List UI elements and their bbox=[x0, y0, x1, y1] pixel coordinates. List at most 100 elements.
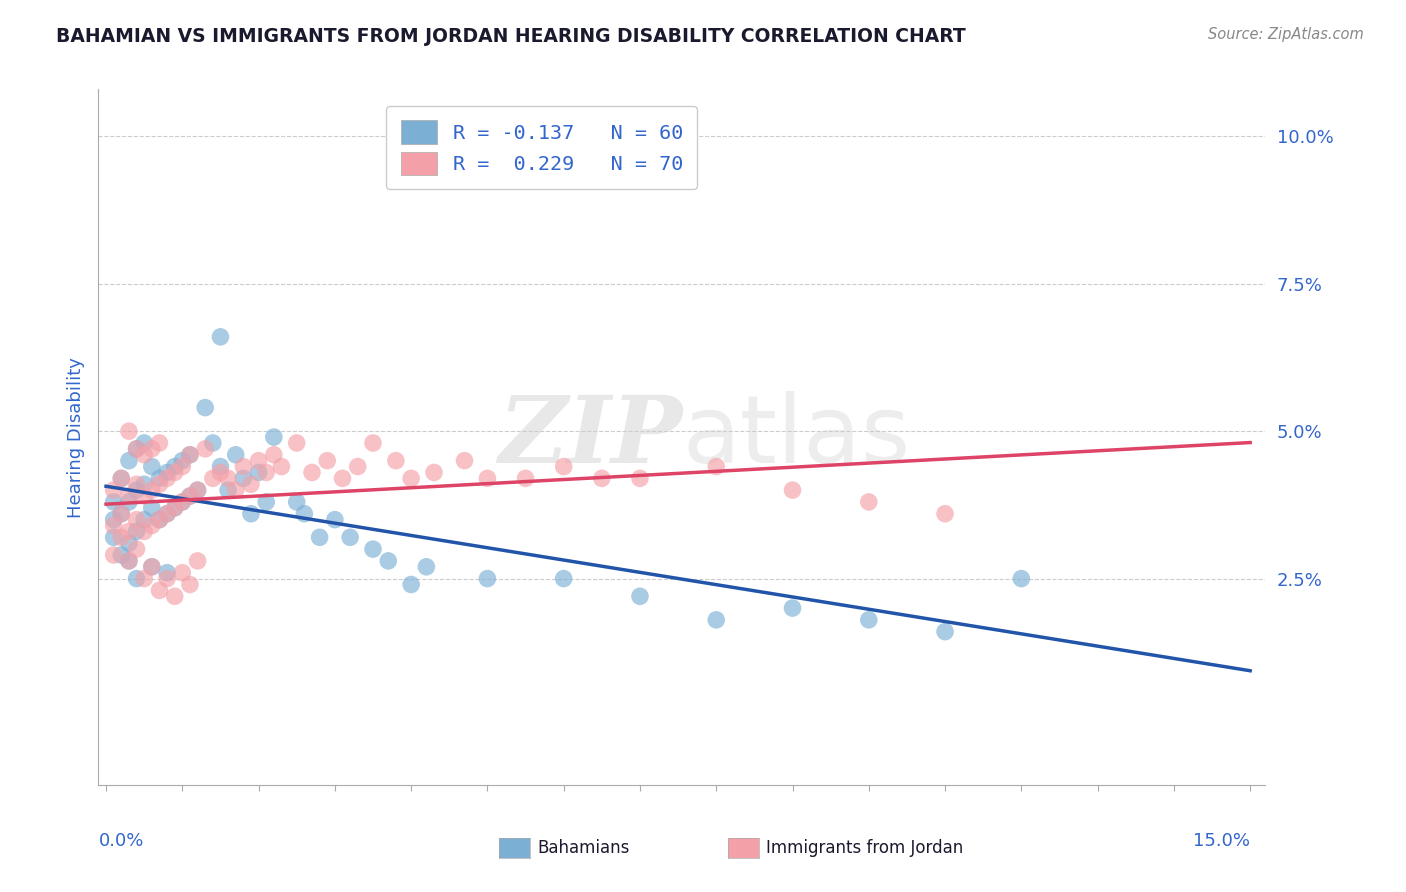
Point bbox=[125, 542, 148, 557]
Point bbox=[254, 466, 277, 480]
Point bbox=[125, 442, 148, 456]
Point bbox=[103, 530, 125, 544]
Point bbox=[148, 471, 170, 485]
Point bbox=[217, 471, 239, 485]
Point bbox=[316, 453, 339, 467]
Point bbox=[858, 613, 880, 627]
Point bbox=[263, 430, 285, 444]
Point bbox=[346, 459, 368, 474]
Point bbox=[285, 436, 308, 450]
Point bbox=[477, 471, 499, 485]
Point bbox=[118, 554, 141, 568]
Point bbox=[163, 500, 186, 515]
Point bbox=[172, 566, 194, 580]
Point bbox=[141, 500, 163, 515]
Point bbox=[477, 572, 499, 586]
Point bbox=[415, 559, 437, 574]
Point bbox=[118, 554, 141, 568]
Text: BAHAMIAN VS IMMIGRANTS FROM JORDAN HEARING DISABILITY CORRELATION CHART: BAHAMIAN VS IMMIGRANTS FROM JORDAN HEARI… bbox=[56, 27, 966, 45]
Point bbox=[148, 513, 170, 527]
Point bbox=[263, 448, 285, 462]
Point bbox=[134, 524, 156, 539]
Point bbox=[103, 513, 125, 527]
Point bbox=[156, 466, 179, 480]
Point bbox=[125, 442, 148, 456]
Point bbox=[934, 507, 956, 521]
Point bbox=[156, 572, 179, 586]
Point bbox=[209, 330, 232, 344]
Point bbox=[179, 489, 201, 503]
Point bbox=[301, 466, 323, 480]
Point bbox=[125, 483, 148, 497]
Point bbox=[134, 436, 156, 450]
Point bbox=[385, 453, 408, 467]
Point bbox=[118, 489, 141, 503]
Point bbox=[148, 477, 170, 491]
Point bbox=[201, 436, 224, 450]
Point bbox=[148, 583, 170, 598]
Point bbox=[515, 471, 537, 485]
Point bbox=[179, 489, 201, 503]
Point bbox=[125, 513, 148, 527]
Point bbox=[118, 524, 141, 539]
Point bbox=[172, 459, 194, 474]
Point bbox=[103, 495, 125, 509]
Point bbox=[103, 483, 125, 497]
Point bbox=[209, 466, 232, 480]
Point bbox=[232, 459, 254, 474]
Point bbox=[247, 453, 270, 467]
Point bbox=[172, 495, 194, 509]
Point bbox=[201, 471, 224, 485]
Point bbox=[103, 548, 125, 562]
Point bbox=[453, 453, 475, 467]
Text: ZIP: ZIP bbox=[498, 392, 682, 482]
Point bbox=[163, 500, 186, 515]
Point bbox=[332, 471, 354, 485]
Point bbox=[934, 624, 956, 639]
Point bbox=[423, 466, 446, 480]
Point bbox=[134, 477, 156, 491]
Text: Source: ZipAtlas.com: Source: ZipAtlas.com bbox=[1208, 27, 1364, 42]
Point bbox=[704, 613, 727, 627]
Point bbox=[141, 442, 163, 456]
Point bbox=[134, 448, 156, 462]
Point bbox=[163, 589, 186, 603]
Point bbox=[125, 572, 148, 586]
Point bbox=[141, 459, 163, 474]
Text: Bahamians: Bahamians bbox=[537, 839, 630, 857]
Point bbox=[399, 577, 422, 591]
Point bbox=[254, 495, 277, 509]
Point bbox=[156, 507, 179, 521]
Point bbox=[163, 459, 186, 474]
Point bbox=[118, 536, 141, 550]
Point bbox=[323, 513, 346, 527]
Point bbox=[179, 448, 201, 462]
Point bbox=[125, 477, 148, 491]
Point bbox=[553, 572, 575, 586]
Point bbox=[399, 471, 422, 485]
Point bbox=[172, 453, 194, 467]
Point bbox=[553, 459, 575, 474]
Point bbox=[125, 524, 148, 539]
Point bbox=[156, 471, 179, 485]
Point bbox=[239, 477, 262, 491]
Text: 15.0%: 15.0% bbox=[1194, 832, 1250, 850]
Point bbox=[292, 507, 315, 521]
Point bbox=[163, 466, 186, 480]
Point bbox=[156, 566, 179, 580]
Point bbox=[225, 448, 247, 462]
Legend: R = -0.137   N = 60, R =  0.229   N = 70: R = -0.137 N = 60, R = 0.229 N = 70 bbox=[387, 106, 697, 189]
Point bbox=[172, 495, 194, 509]
Point bbox=[194, 401, 217, 415]
Point bbox=[187, 483, 209, 497]
Text: atlas: atlas bbox=[682, 391, 910, 483]
Point bbox=[194, 442, 217, 456]
Point bbox=[782, 601, 804, 615]
Point bbox=[239, 507, 262, 521]
Point bbox=[591, 471, 613, 485]
Point bbox=[134, 513, 156, 527]
Point bbox=[225, 483, 247, 497]
Point bbox=[1010, 572, 1032, 586]
Point bbox=[118, 495, 141, 509]
Point bbox=[308, 530, 330, 544]
